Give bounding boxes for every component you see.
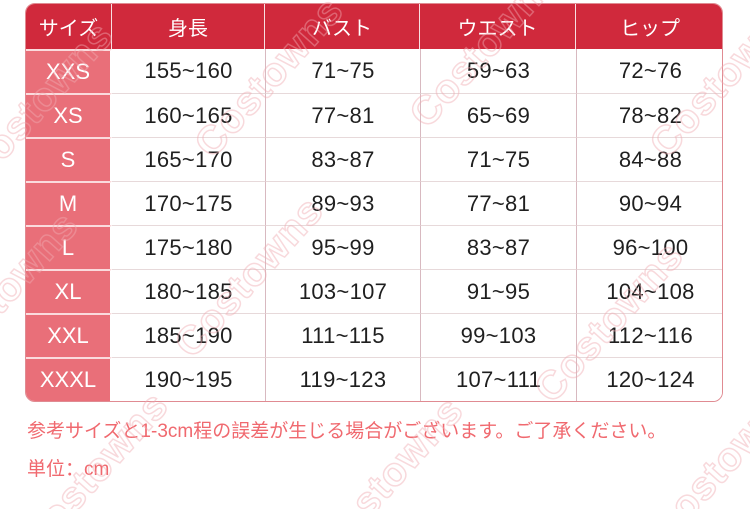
size-label: M: [26, 181, 112, 225]
measurement-cell: 165~170: [112, 137, 265, 181]
measurement-cell: 104~108: [576, 269, 722, 313]
table-row: XXXL 190~195 119~123 107~111 120~124: [26, 357, 722, 401]
measurement-cell: 111~115: [265, 313, 420, 357]
table-row: M 170~175 89~93 77~81 90~94: [26, 181, 722, 225]
measurement-cell: 103~107: [265, 269, 420, 313]
measurement-cell: 83~87: [265, 137, 420, 181]
table-header-row: サイズ 身長 バスト ウエスト ヒップ: [26, 4, 722, 49]
table-row: S 165~170 83~87 71~75 84~88: [26, 137, 722, 181]
measurement-cell: 84~88: [576, 137, 722, 181]
size-label: XL: [26, 269, 112, 313]
measurement-cell: 71~75: [265, 49, 420, 93]
measurement-cell: 78~82: [576, 93, 722, 137]
column-header-1: 身長: [112, 4, 265, 49]
measurement-cell: 190~195: [112, 357, 265, 401]
size-label: XS: [26, 93, 112, 137]
measurement-cell: 71~75: [420, 137, 576, 181]
measurement-cell: 59~63: [420, 49, 576, 93]
table-row: XS 160~165 77~81 65~69 78~82: [26, 93, 722, 137]
measurement-cell: 175~180: [112, 225, 265, 269]
size-label: XXL: [26, 313, 112, 357]
table-body: XXS 155~160 71~75 59~63 72~76 XS 160~165 77~81 6…: [26, 49, 722, 401]
measurement-cell: 120~124: [576, 357, 722, 401]
measurement-cell: 170~175: [112, 181, 265, 225]
measurement-cell: 91~95: [420, 269, 576, 313]
measurement-cell: 72~76: [576, 49, 722, 93]
column-header-2: バスト: [265, 4, 420, 49]
size-label: L: [26, 225, 112, 269]
table-row: L 175~180 95~99 83~87 96~100: [26, 225, 722, 269]
size-label: XXXL: [26, 357, 112, 401]
table-row: XXL 185~190 111~115 99~103 112~116: [26, 313, 722, 357]
measurement-cell: 83~87: [420, 225, 576, 269]
measurement-cell: 90~94: [576, 181, 722, 225]
measurement-cell: 107~111: [420, 357, 576, 401]
measurement-cell: 77~81: [265, 93, 420, 137]
measurement-cell: 185~190: [112, 313, 265, 357]
measurement-cell: 160~165: [112, 93, 265, 137]
column-header-3: ウエスト: [420, 4, 576, 49]
measurement-cell: 96~100: [576, 225, 722, 269]
size-label: XXS: [26, 49, 112, 93]
measurement-cell: 180~185: [112, 269, 265, 313]
measurement-cell: 112~116: [576, 313, 722, 357]
column-header-4: ヒップ: [576, 4, 722, 49]
size-chart-table-container: サイズ 身長 バスト ウエスト ヒップ XXS 155~160 71~75 59~63 72~7…: [25, 3, 723, 402]
footer-notes: 参考サイズと1-3cm程の誤差が生じる場合がございます。ご了承ください。 単位：…: [27, 420, 666, 495]
size-chart-table: サイズ 身長 バスト ウエスト ヒップ XXS 155~160 71~75 59~63 72~7…: [26, 4, 722, 401]
unit-note: 単位：cm: [27, 458, 110, 480]
measurement-cell: 119~123: [265, 357, 420, 401]
measurement-cell: 89~93: [265, 181, 420, 225]
table-row: XXS 155~160 71~75 59~63 72~76: [26, 49, 722, 93]
measurement-cell: 99~103: [420, 313, 576, 357]
measurement-cell: 155~160: [112, 49, 265, 93]
measurement-cell: 95~99: [265, 225, 420, 269]
table-row: XL 180~185 103~107 91~95 104~108: [26, 269, 722, 313]
measurement-cell: 77~81: [420, 181, 576, 225]
measurement-cell: 65~69: [420, 93, 576, 137]
column-header-0: サイズ: [26, 4, 112, 49]
size-label: S: [26, 137, 112, 181]
tolerance-note: 参考サイズと1-3cm程の誤差が生じる場合がございます。ご了承ください。: [27, 421, 667, 442]
